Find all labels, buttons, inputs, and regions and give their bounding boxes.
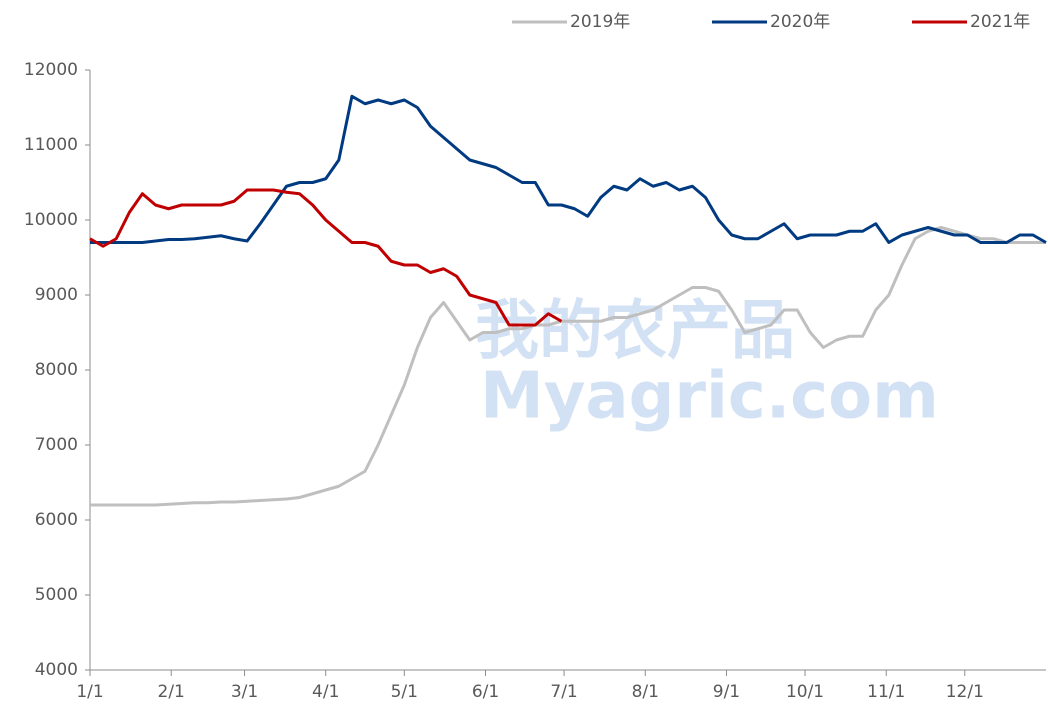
- y-tick-label: 10000: [24, 210, 78, 230]
- x-tick-label: 6/1: [472, 682, 499, 702]
- watermark: Myagric.com: [480, 360, 939, 434]
- x-tick-label: 12/1: [946, 682, 984, 702]
- y-tick-label: 12000: [24, 60, 78, 80]
- y-tick-label: 8000: [35, 360, 78, 380]
- x-tick-label: 2/1: [158, 682, 185, 702]
- y-tick-label: 4000: [35, 660, 78, 680]
- y-tick-label: 7000: [35, 435, 78, 455]
- x-tick-label: 4/1: [312, 682, 339, 702]
- legend-label: 2019年: [570, 12, 630, 32]
- legend-label: 2020年: [770, 12, 830, 32]
- x-tick-label: 5/1: [391, 682, 418, 702]
- y-tick-label: 9000: [35, 285, 78, 305]
- x-tick-label: 7/1: [550, 682, 577, 702]
- watermark: 我的农产品: [475, 295, 795, 369]
- y-tick-label: 11000: [24, 135, 78, 155]
- x-tick-label: 11/1: [867, 682, 905, 702]
- x-tick-label: 8/1: [632, 682, 659, 702]
- x-tick-label: 1/1: [76, 682, 103, 702]
- legend-label: 2021年: [970, 12, 1030, 32]
- series-line: [90, 226, 1046, 507]
- y-tick-label: 5000: [35, 585, 78, 605]
- series-line: [89, 188, 563, 327]
- x-tick-label: 9/1: [713, 682, 740, 702]
- series-line: [90, 94, 1047, 244]
- y-tick-label: 6000: [35, 510, 78, 530]
- x-tick-label: 3/1: [231, 682, 258, 702]
- x-tick-label: 10/1: [786, 682, 824, 702]
